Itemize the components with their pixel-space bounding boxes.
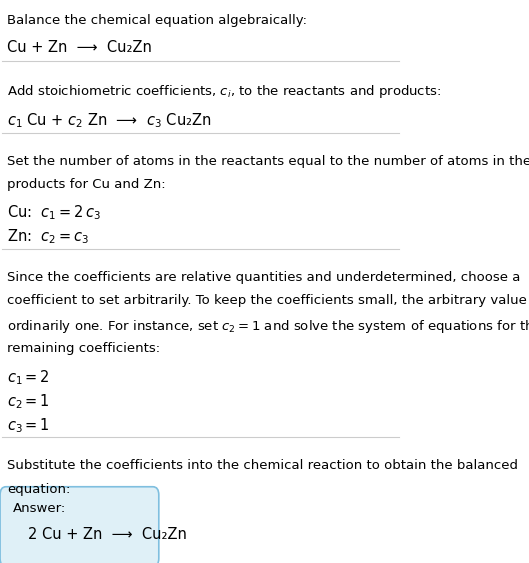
Text: Since the coefficients are relative quantities and underdetermined, choose a: Since the coefficients are relative quan… [7,271,520,284]
Text: Balance the chemical equation algebraically:: Balance the chemical equation algebraica… [7,14,307,27]
Text: $c_2 = 1$: $c_2 = 1$ [7,392,50,411]
Text: Set the number of atoms in the reactants equal to the number of atoms in the: Set the number of atoms in the reactants… [7,155,529,168]
Text: remaining coefficients:: remaining coefficients: [7,342,160,355]
Text: Zn:  $c_2 = c_3$: Zn: $c_2 = c_3$ [7,227,89,247]
Text: 2 Cu + Zn  ⟶  Cu₂Zn: 2 Cu + Zn ⟶ Cu₂Zn [28,527,187,542]
Text: ordinarily one. For instance, set $c_2 = 1$ and solve the system of equations fo: ordinarily one. For instance, set $c_2 =… [7,318,529,335]
Text: Add stoichiometric coefficients, $c_i$, to the reactants and products:: Add stoichiometric coefficients, $c_i$, … [7,83,441,100]
Text: $c_1$ Cu + $c_2$ Zn  ⟶  $c_3$ Cu₂Zn: $c_1$ Cu + $c_2$ Zn ⟶ $c_3$ Cu₂Zn [7,111,211,131]
Text: $c_3 = 1$: $c_3 = 1$ [7,417,50,435]
FancyBboxPatch shape [0,487,159,563]
Text: Substitute the coefficients into the chemical reaction to obtain the balanced: Substitute the coefficients into the che… [7,459,518,472]
Text: $c_1 = 2$: $c_1 = 2$ [7,368,50,387]
Text: equation:: equation: [7,483,70,496]
Text: Cu:  $c_1 = 2\,c_3$: Cu: $c_1 = 2\,c_3$ [7,203,101,222]
Text: Answer:: Answer: [13,502,67,515]
Text: coefficient to set arbitrarily. To keep the coefficients small, the arbitrary va: coefficient to set arbitrarily. To keep … [7,294,529,307]
Text: Cu + Zn  ⟶  Cu₂Zn: Cu + Zn ⟶ Cu₂Zn [7,40,152,55]
Text: products for Cu and Zn:: products for Cu and Zn: [7,178,166,191]
